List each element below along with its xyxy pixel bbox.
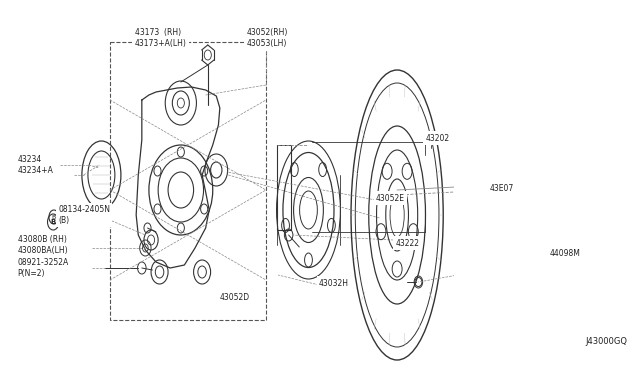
Text: 43E07: 43E07: [490, 183, 513, 192]
Text: 43202: 43202: [426, 134, 450, 142]
Text: 43052(RH)
43053(LH): 43052(RH) 43053(LH): [247, 28, 288, 48]
Text: 08921-3252A
P(N=2): 08921-3252A P(N=2): [18, 258, 69, 278]
Text: 43222: 43222: [396, 238, 420, 247]
Text: 08134-2405N
(B): 08134-2405N (B): [58, 205, 110, 225]
Text: 43173  (RH)
43173+A(LH): 43173 (RH) 43173+A(LH): [135, 28, 187, 48]
Text: 43052D: 43052D: [220, 294, 250, 302]
Text: 43234
43234+A: 43234 43234+A: [18, 155, 54, 175]
Text: 44098M: 44098M: [550, 248, 580, 257]
Text: 43032H: 43032H: [319, 279, 349, 288]
Text: B: B: [51, 219, 56, 225]
Text: 43052E: 43052E: [376, 193, 405, 202]
Text: B: B: [52, 215, 56, 219]
Text: J43000GQ: J43000GQ: [586, 337, 628, 346]
Text: 43080B (RH)
43080BA(LH): 43080B (RH) 43080BA(LH): [18, 235, 68, 255]
